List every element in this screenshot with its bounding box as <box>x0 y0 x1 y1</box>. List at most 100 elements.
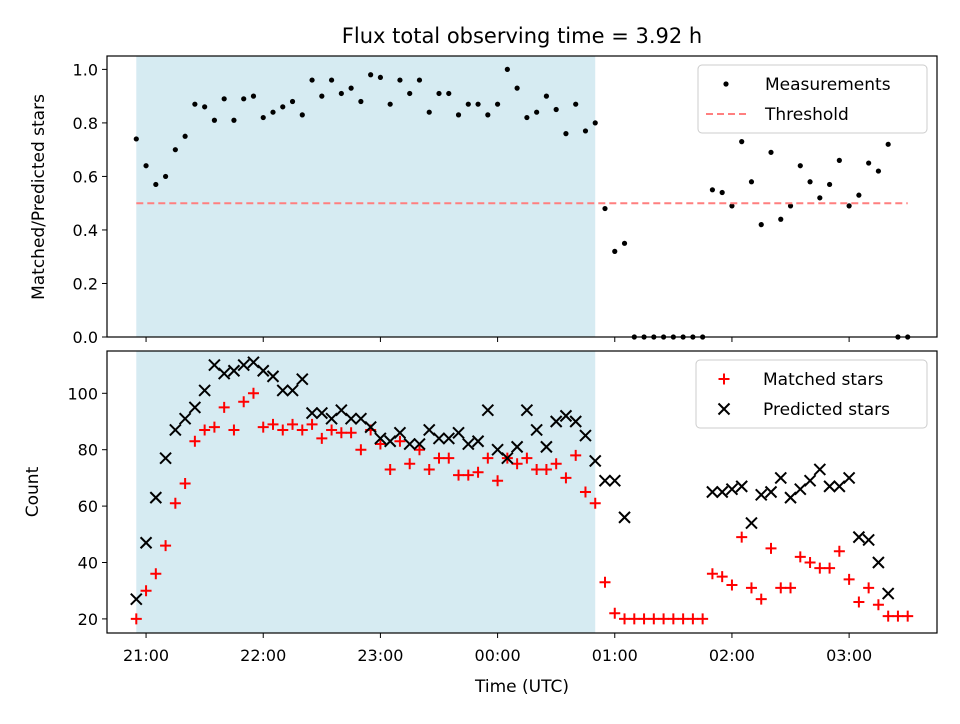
top-y-tick-label: 0.2 <box>73 274 98 293</box>
measurement-point <box>133 136 139 142</box>
matched-star-point <box>374 438 386 450</box>
predicted-star-point <box>481 404 495 417</box>
matched-star-point <box>208 421 220 433</box>
matched-star-point <box>453 469 465 481</box>
predicted-star-point <box>139 536 153 549</box>
matched-star-point <box>814 562 826 574</box>
measurement-point <box>729 203 735 209</box>
matched-star-point <box>228 424 240 436</box>
measurement-point <box>162 173 169 180</box>
predicted-star-point <box>442 432 455 445</box>
measurement-point <box>299 112 305 118</box>
matched-star-point <box>726 579 738 591</box>
matched-star-point <box>296 424 308 436</box>
predicted-star-point <box>706 485 719 499</box>
matched-star-point <box>326 424 338 436</box>
legend-measurements-marker <box>723 81 729 87</box>
x-tick-label: 00:00 <box>475 646 521 665</box>
matched-star-point <box>697 613 709 625</box>
measurement-point <box>172 147 178 153</box>
measurement-point <box>436 90 442 97</box>
predicted-star-point <box>217 367 231 380</box>
matched-star-point <box>677 613 689 625</box>
measurement-point <box>260 114 266 121</box>
matched-star-point <box>843 573 855 585</box>
top-y-axis-label: Matched/Predicted stars <box>29 94 49 300</box>
predicted-star-point <box>315 406 329 420</box>
predicted-star-point <box>774 471 787 485</box>
matched-star-point <box>355 444 367 456</box>
predicted-star-point <box>432 432 446 445</box>
predicted-star-point <box>569 415 582 428</box>
top-shaded-region <box>136 56 596 337</box>
measurement-point <box>748 179 755 185</box>
measurement-point <box>211 117 218 123</box>
matched-star-point <box>384 463 396 475</box>
predicted-star-point <box>237 358 250 372</box>
measurement-point <box>455 112 462 118</box>
measurement-point <box>309 77 315 83</box>
matched-star-point <box>413 444 425 456</box>
predicted-star-point <box>257 364 270 377</box>
measurement-point <box>494 101 501 107</box>
measurement-point <box>504 66 510 72</box>
bottom-legend-box <box>695 359 928 429</box>
matched-star-point <box>824 562 836 574</box>
matched-star-point <box>609 607 621 619</box>
matched-star-point <box>902 610 914 622</box>
predicted-star-point <box>755 488 768 502</box>
top-y-tick-label: 0.0 <box>73 328 98 347</box>
matched-star-point <box>804 557 816 568</box>
predicted-star-point <box>579 429 592 442</box>
top-y-tick-label: 0.8 <box>73 114 98 133</box>
measurement-point <box>573 101 579 107</box>
predicted-star-point <box>881 587 895 600</box>
measurement-point <box>338 90 344 97</box>
predicted-star-point <box>227 364 241 377</box>
matched-star-point <box>394 435 406 447</box>
top-axes-frame <box>106 55 938 338</box>
measurement-point <box>231 117 237 123</box>
matched-star-point <box>794 551 806 563</box>
measurement-point <box>407 90 413 97</box>
predicted-star-point <box>549 415 563 428</box>
measurement-point <box>563 131 569 137</box>
predicted-star-point <box>393 426 407 439</box>
matched-star-point <box>492 475 504 487</box>
matched-star-point <box>667 613 679 625</box>
predicted-star-point <box>745 516 758 530</box>
measurement-point <box>426 109 432 115</box>
measurement-point <box>368 72 374 78</box>
measurement-point <box>885 141 891 147</box>
x-tick-label: 23:00 <box>357 646 403 665</box>
bottom-y-tick-label: 20 <box>78 610 98 629</box>
predicted-star-point <box>510 440 524 454</box>
matched-star-point <box>882 610 894 622</box>
legend-label: Predicted stars <box>763 400 890 420</box>
matched-star-point <box>706 568 718 580</box>
measurement-point <box>143 163 149 169</box>
x-tick-label: 03:00 <box>826 646 872 665</box>
matched-star-point <box>550 458 562 470</box>
predicted-star-point <box>374 432 387 445</box>
measurement-point <box>836 157 842 163</box>
predicted-star-point <box>862 533 875 547</box>
measurement-point <box>192 101 198 107</box>
matched-star-point <box>599 576 611 588</box>
matched-star-point <box>511 458 523 470</box>
measurement-point <box>826 181 833 188</box>
predicted-star-point <box>198 384 211 397</box>
predicted-star-point <box>608 474 621 487</box>
matched-star-point <box>433 452 445 464</box>
measurement-point <box>719 189 725 196</box>
measurement-point <box>602 205 608 212</box>
predicted-star-point <box>530 423 543 437</box>
predicted-star-point <box>725 482 739 496</box>
predicted-star-point <box>559 409 573 423</box>
top-y-tick-label: 0.4 <box>73 221 98 240</box>
matched-star-point <box>833 545 845 557</box>
matched-star-point <box>462 469 474 481</box>
matched-star-point <box>745 582 757 594</box>
matched-star-point <box>179 478 191 490</box>
predicted-star-point <box>296 372 309 386</box>
